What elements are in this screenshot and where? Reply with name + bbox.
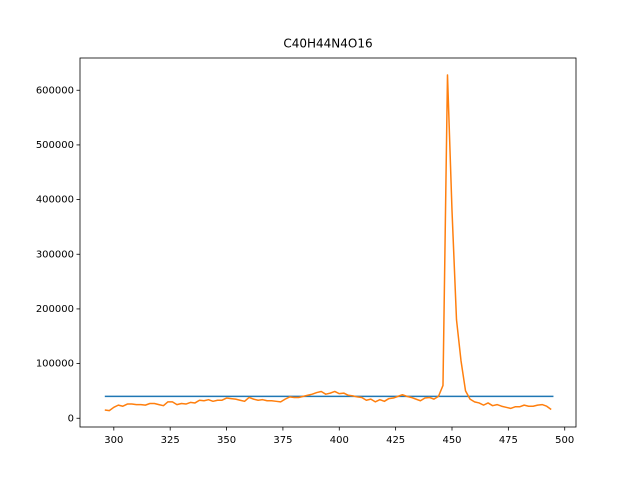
y-tick-label: 400000: [36, 195, 74, 206]
y-tick-label: 200000: [36, 304, 74, 315]
x-tick-label: 325: [161, 435, 180, 446]
x-tick-label: 425: [386, 435, 405, 446]
plot-frame: [79, 57, 577, 428]
y-tick-label: 500000: [36, 140, 74, 151]
y-tick-label: 300000: [36, 249, 74, 260]
x-tick-label: 300: [104, 435, 123, 446]
y-tick-label: 600000: [36, 85, 74, 96]
x-tick-label: 450: [442, 435, 461, 446]
x-tick-label: 350: [217, 435, 236, 446]
x-tick-label: 375: [273, 435, 292, 446]
x-tick-label: 400: [330, 435, 349, 446]
x-tick-label: 475: [499, 435, 518, 446]
chart-title: C40H44N4O16: [283, 37, 372, 51]
series-line: [104, 74, 552, 412]
x-tick-label: 500: [555, 435, 574, 446]
y-tick-label: 0: [68, 413, 74, 424]
y-tick-label: 100000: [36, 359, 74, 370]
